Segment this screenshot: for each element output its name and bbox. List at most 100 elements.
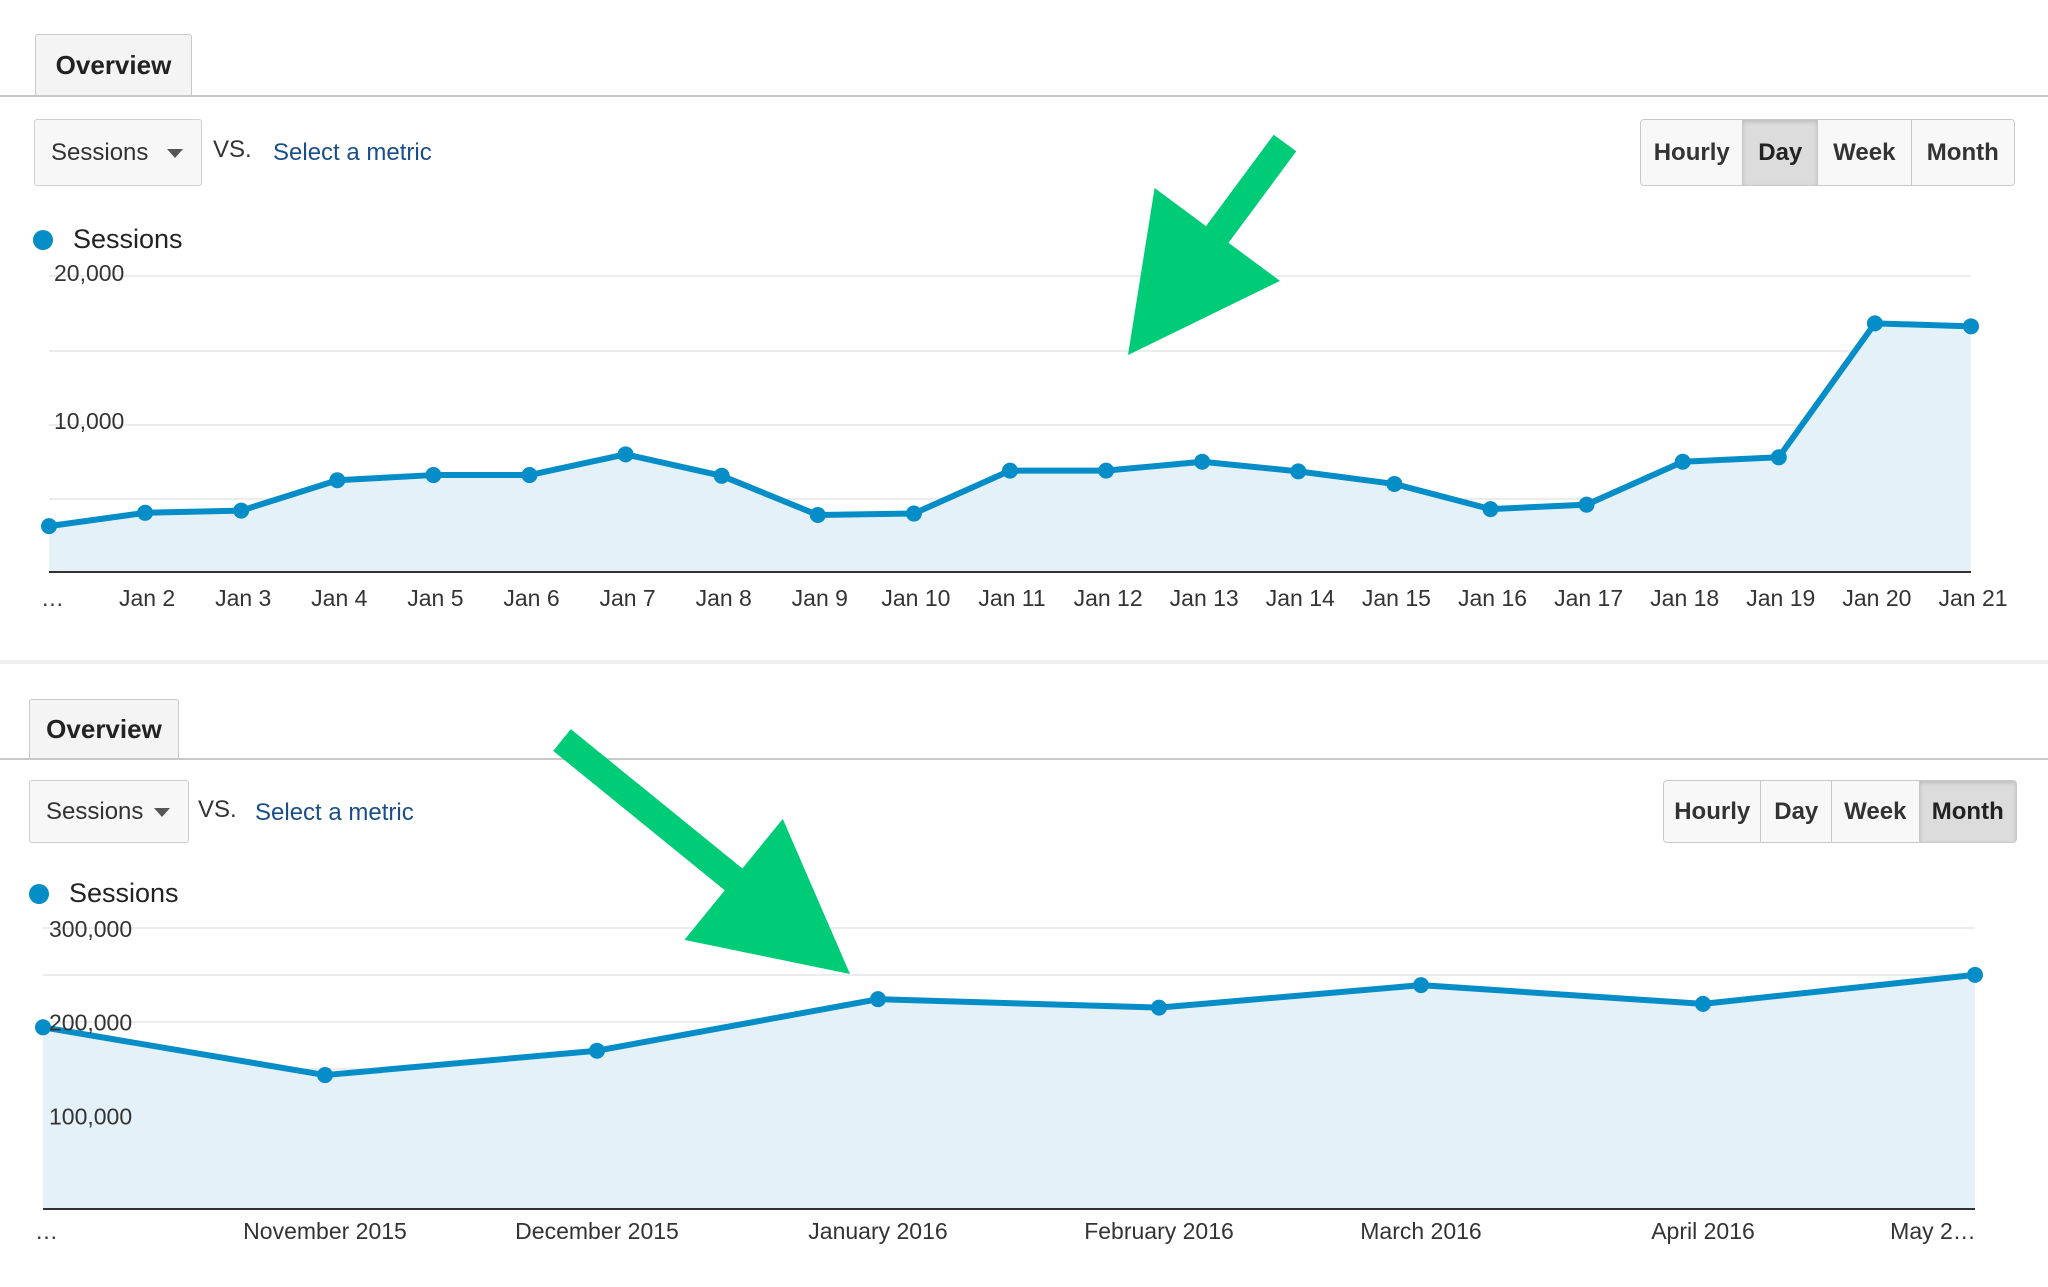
legend-label: Sessions (69, 878, 179, 908)
data-point (1002, 462, 1018, 479)
x-tick-label: Jan 20 (1842, 585, 1911, 611)
data-point (1098, 462, 1115, 479)
data-point (317, 1067, 333, 1084)
chevron-down-icon (167, 148, 183, 158)
x-tick-label: January 2016 (808, 1218, 947, 1244)
hourly-button[interactable]: Hourly (1641, 120, 1744, 185)
panel-divider (0, 660, 2048, 664)
granularity-toggle: Hourly Day Week Month (1663, 780, 2017, 843)
x-tick-label: Jan 21 (1938, 585, 2007, 611)
data-points (35, 966, 1983, 1084)
data-point (1413, 977, 1429, 994)
data-point (809, 507, 826, 524)
data-point (521, 467, 538, 484)
x-tick-label: Jan 6 (503, 585, 559, 611)
overview-tab[interactable]: Overview (29, 699, 179, 759)
data-point (1967, 966, 1983, 983)
tab-divider (0, 95, 2048, 97)
hourly-button[interactable]: Hourly (1664, 781, 1762, 842)
data-point (1151, 999, 1167, 1016)
data-point (329, 472, 346, 489)
series-area (49, 323, 1971, 572)
data-point (617, 446, 634, 463)
x-tick-label: Jan 8 (696, 585, 752, 611)
chevron-down-icon (154, 807, 170, 817)
chart-legend: Sessions (33, 224, 183, 255)
data-point (1482, 501, 1499, 518)
x-tick-label: November 2015 (243, 1218, 407, 1244)
data-point (870, 991, 886, 1008)
x-tick-label: Jan 9 (792, 585, 848, 611)
x-tick-label: Jan 3 (215, 585, 271, 611)
y-tick-label: 20,000 (54, 260, 124, 286)
month-button[interactable]: Month (1911, 120, 2014, 185)
series-line (42, 971, 1976, 1079)
data-point (1695, 995, 1711, 1012)
day-button[interactable]: Day (1743, 120, 1819, 185)
data-point (137, 504, 154, 521)
overview-panel-daily: Overview Sessions VS. Select a metric Ho… (0, 34, 2048, 611)
day-button[interactable]: Day (1761, 781, 1833, 842)
data-point (713, 467, 730, 484)
data-point (1866, 315, 1883, 332)
metric-select[interactable]: Sessions (29, 780, 189, 843)
data-point (1386, 475, 1403, 492)
x-tick-label: Jan 2 (119, 585, 175, 611)
tab-divider (0, 758, 2048, 760)
x-tick-label: Jan 7 (599, 585, 655, 611)
x-tick-label: Jan 5 (407, 585, 463, 611)
x-tick-label: Jan 15 (1362, 585, 1431, 611)
x-tick-label: March 2016 (1360, 1218, 1481, 1244)
x-tick-label: December 2015 (515, 1218, 679, 1244)
y-tick-label: 100,000 (49, 1103, 132, 1129)
x-tick-label: February 2016 (1084, 1218, 1234, 1244)
x-tick-label: April 2016 (1651, 1218, 1755, 1244)
y-tick-label: 200,000 (49, 1010, 132, 1036)
x-tick-label: May 2… (1890, 1218, 1976, 1244)
series-area (43, 974, 1975, 1209)
vs-label: VS. (198, 796, 237, 823)
data-points (41, 315, 1979, 535)
chart-legend: Sessions (29, 878, 179, 909)
sessions-chart-monthly: 100,000 200,000 300,000 … November 2015 Decem… (35, 729, 1983, 1244)
data-point (35, 1019, 51, 1036)
sessions-chart-daily: 10,000 20,000 … Jan 2 Jan 3 Jan 4 Jan 5 Jan 6 Ja… (41, 134, 2008, 611)
data-point (1770, 449, 1787, 466)
annotation-arrow (553, 729, 850, 974)
data-point (1578, 496, 1595, 513)
overview-tab[interactable]: Overview (35, 34, 192, 96)
x-tick-label: Jan 19 (1746, 585, 1815, 611)
metric-select[interactable]: Sessions (34, 119, 202, 186)
x-tick-label: Jan 17 (1554, 585, 1623, 611)
data-point (41, 518, 57, 535)
x-tick-label: Jan 18 (1650, 585, 1719, 611)
data-point (1963, 318, 1979, 335)
series-color-dot (29, 883, 49, 904)
y-tick-label: 10,000 (54, 408, 124, 434)
metric-select-label: Sessions (46, 797, 144, 825)
series-color-dot (33, 229, 53, 250)
x-tick-label: … (35, 1218, 58, 1244)
x-tick-label: Jan 12 (1074, 585, 1143, 611)
metric-select-label: Sessions (51, 138, 149, 166)
data-point (905, 505, 922, 522)
data-point (425, 467, 442, 484)
overview-panel-monthly: Overview Sessions VS. Select a metric Ho… (0, 664, 2048, 1287)
legend-label: Sessions (73, 224, 183, 254)
week-button[interactable]: Week (1832, 781, 1920, 842)
data-point (589, 1042, 605, 1059)
x-tick-label: Jan 11 (978, 585, 1045, 611)
data-point (1674, 453, 1691, 470)
select-metric-link[interactable]: Select a metric (255, 799, 414, 826)
data-point (1194, 453, 1211, 470)
x-tick-label: … (41, 585, 64, 611)
data-point (233, 502, 250, 519)
annotation-arrow (1128, 134, 1297, 355)
x-tick-label: Jan 13 (1170, 585, 1239, 611)
x-tick-label: Jan 10 (881, 585, 950, 611)
x-tick-label: Jan 16 (1458, 585, 1527, 611)
week-button[interactable]: Week (1818, 120, 1912, 185)
select-metric-link[interactable]: Select a metric (273, 139, 432, 166)
month-button[interactable]: Month (1919, 781, 2016, 842)
x-tick-label: Jan 4 (311, 585, 367, 611)
